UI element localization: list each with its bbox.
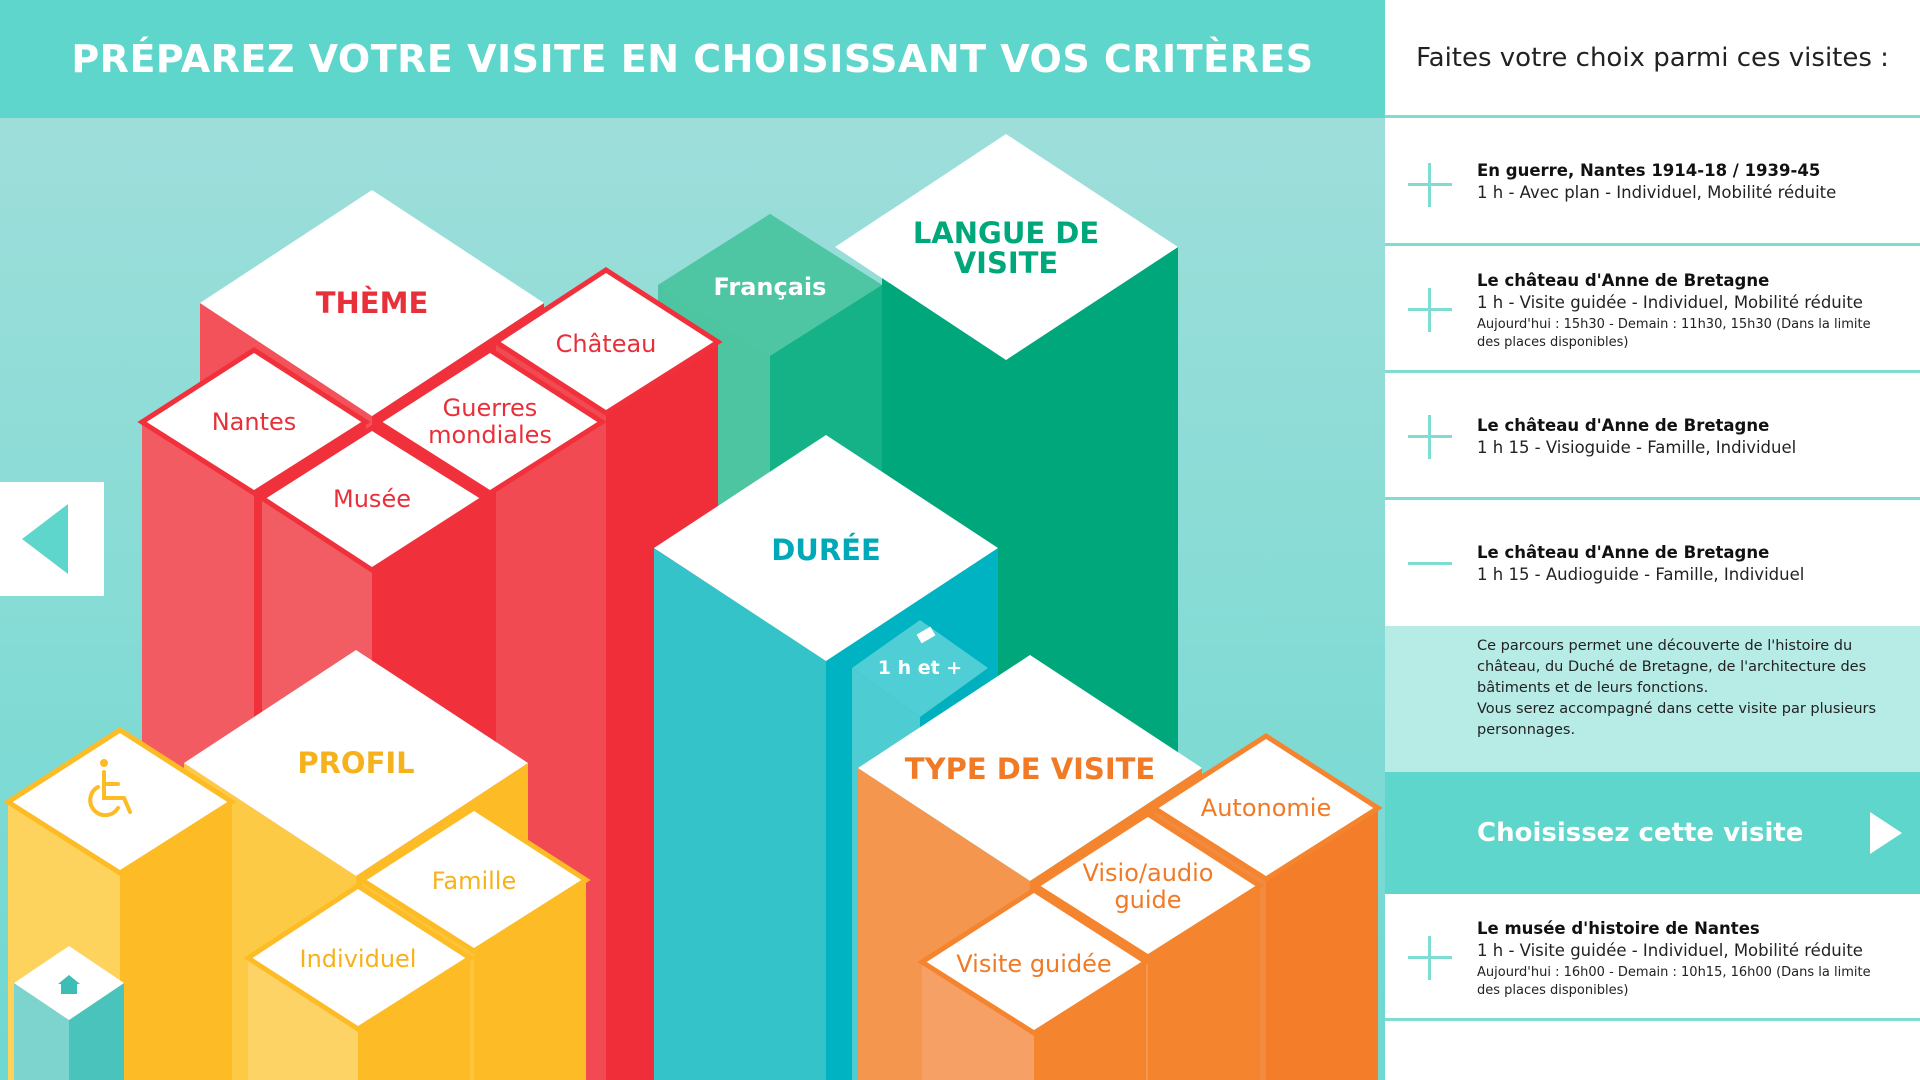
- profil-top[interactable]: [184, 650, 528, 876]
- langue-label-1: LANGUE DE: [913, 216, 1099, 250]
- visit-item-4[interactable]: Le château d'Anne de Bretagne 1 h 15 - A…: [1385, 500, 1920, 626]
- theme-label: THÈME: [316, 286, 429, 320]
- minus-icon[interactable]: [1408, 542, 1452, 586]
- type-top[interactable]: [858, 655, 1202, 881]
- visit-subtitle: 1 h - Visite guidée - Individuel, Mobili…: [1477, 293, 1863, 312]
- description-text-2: Vous serez accompagné dans cette visite …: [1477, 701, 1877, 738]
- option-famille-label: Famille: [432, 867, 516, 895]
- visit-subtitle: 1 h - Avec plan - Individuel, Mobilité r…: [1477, 183, 1837, 202]
- visit-item-2[interactable]: Le château d'Anne de Bretagne 1 h - Visi…: [1385, 246, 1920, 373]
- option-francais[interactable]: [658, 214, 882, 356]
- visit-title: Le musée d'histoire de Nantes: [1477, 919, 1760, 938]
- option-autonomie-label: Autonomie: [1201, 794, 1331, 822]
- description-text-1: Ce parcours permet une découverte de l'h…: [1477, 638, 1867, 696]
- option-individuel-label: Individuel: [300, 945, 417, 973]
- option-guerres-label-2: mondiales: [428, 421, 552, 449]
- criteria-blocks: Français LANGUE DE VISITE THÈME Château …: [3, 134, 1383, 1080]
- option-musee[interactable]: [257, 425, 489, 573]
- duree-label: DURÉE: [771, 533, 881, 567]
- visits-panel: Faites votre choix parmi ces visites : E…: [1385, 0, 1920, 1080]
- option-autonomie[interactable]: [1149, 733, 1383, 882]
- visit-subtitle: 1 h - Visite guidée - Individuel, Mobili…: [1477, 941, 1863, 960]
- plus-icon[interactable]: [1408, 163, 1452, 207]
- visit-subtitle: 1 h 15 - Visioguide - Famille, Individue…: [1477, 438, 1797, 457]
- visit-item-5[interactable]: Le musée d'histoire de Nantes 1 h - Visi…: [1385, 894, 1920, 1021]
- choose-visit-button[interactable]: Choisissez cette visite: [1385, 772, 1920, 894]
- option-1h-plus-label: 1 h et +: [878, 657, 962, 679]
- criteria-area: PRÉPAREZ VOTRE VISITE EN CHOISISSANT VOS…: [0, 0, 1385, 1080]
- plus-icon[interactable]: [1408, 936, 1452, 980]
- option-musee-label: Musée: [333, 485, 411, 513]
- home-button[interactable]: [14, 946, 124, 1080]
- visit-times: Aujourd'hui : 16h00 - Demain : 10h15, 16…: [1477, 965, 1871, 998]
- visit-title: Le château d'Anne de Bretagne: [1477, 543, 1770, 562]
- option-visio-label-1: Visio/audio: [1082, 859, 1213, 887]
- prev-button[interactable]: [0, 482, 104, 596]
- header-bar: PRÉPAREZ VOTRE VISITE EN CHOISISSANT VOS…: [0, 0, 1385, 118]
- option-mobilite[interactable]: [3, 727, 237, 876]
- theme-top[interactable]: [200, 190, 544, 416]
- option-famille[interactable]: [357, 805, 591, 954]
- wheelchair-icon: [88, 759, 132, 818]
- option-guerres[interactable]: [373, 347, 607, 496]
- option-nantes-label: Nantes: [212, 408, 297, 436]
- visit-times: Aujourd'hui : 15h30 - Demain : 11h30, 15…: [1477, 317, 1871, 350]
- langue-top[interactable]: [835, 134, 1178, 360]
- visit-title: Le château d'Anne de Bretagne: [1477, 416, 1770, 435]
- option-guidee-label: Visite guidée: [956, 950, 1111, 978]
- triangle-right-icon: [1870, 812, 1902, 854]
- triangle-left-icon: [22, 504, 68, 574]
- option-chateau-label: Château: [556, 330, 657, 358]
- visit-title: Le château d'Anne de Bretagne: [1477, 271, 1770, 290]
- plus-icon[interactable]: [1408, 415, 1452, 459]
- type-group[interactable]: TYPE DE VISITE Autonomie Visio/audio gui…: [858, 655, 1383, 1080]
- option-visio[interactable]: [1031, 811, 1265, 960]
- profil-label: PROFIL: [297, 746, 414, 780]
- option-individuel[interactable]: [243, 883, 475, 1032]
- option-visio-label-2: guide: [1114, 886, 1181, 914]
- page-title: PRÉPAREZ VOTRE VISITE EN CHOISISSANT VOS…: [71, 37, 1314, 81]
- type-label: TYPE DE VISITE: [905, 752, 1155, 786]
- option-guerres-label-1: Guerres: [443, 394, 538, 422]
- home-icon: [58, 975, 80, 994]
- visit-subtitle: 1 h 15 - Audioguide - Famille, Individue…: [1477, 565, 1805, 584]
- langue-label-2: VISITE: [954, 246, 1059, 280]
- option-guidee[interactable]: [917, 887, 1151, 1036]
- option-1h-plus[interactable]: [852, 620, 988, 717]
- panel-title: Faites votre choix parmi ces visites :: [1385, 0, 1920, 118]
- visit-item-3[interactable]: Le château d'Anne de Bretagne 1 h 15 - V…: [1385, 373, 1920, 500]
- choose-visit-label: Choisissez cette visite: [1477, 818, 1804, 848]
- visit-item-1[interactable]: En guerre, Nantes 1914-18 / 1939-45 1 h …: [1385, 118, 1920, 246]
- option-francais-label: Français: [714, 273, 827, 301]
- plus-icon[interactable]: [1408, 288, 1452, 332]
- option-nantes[interactable]: [137, 347, 371, 496]
- duree-top[interactable]: [654, 435, 998, 661]
- option-chateau[interactable]: [491, 267, 723, 416]
- visit-title: En guerre, Nantes 1914-18 / 1939-45: [1477, 161, 1821, 180]
- visit-description: Ce parcours permet une découverte de l'h…: [1385, 626, 1920, 772]
